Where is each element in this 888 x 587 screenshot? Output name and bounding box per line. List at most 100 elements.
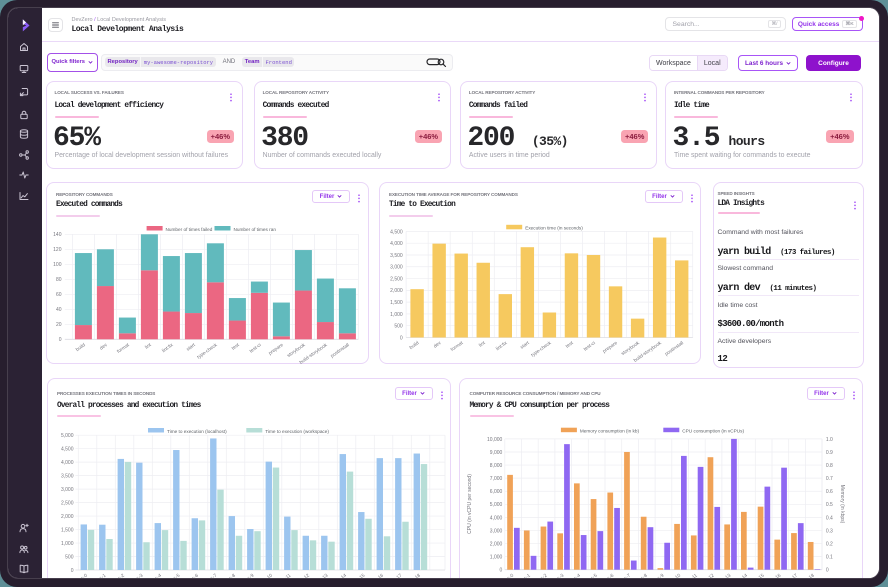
svg-text:60: 60 (55, 292, 61, 298)
svg-text:build: build (408, 340, 420, 351)
svg-text:4,000: 4,000 (390, 241, 403, 247)
svg-text:500: 500 (65, 554, 74, 560)
svg-text:dev: dev (432, 339, 442, 349)
svg-text:lint:fix: lint:fix (494, 339, 508, 351)
svg-text:proc-3: proc-3 (129, 572, 144, 578)
svg-text:proc-2: proc-2 (111, 572, 126, 578)
svg-text:storybook: storybook (620, 339, 641, 356)
svg-text:proc-0: proc-0 (74, 572, 89, 578)
svg-text:proc-17: proc-17 (782, 572, 799, 578)
svg-text:build: build (74, 342, 86, 353)
svg-text:postinstall: postinstall (663, 340, 684, 357)
svg-text:3,000: 3,000 (390, 264, 403, 270)
svg-text:80: 80 (55, 277, 61, 283)
svg-text:proc-14: proc-14 (732, 572, 749, 578)
svg-text:dev: dev (98, 341, 108, 351)
svg-text:lint: lint (477, 339, 486, 348)
svg-text:test: test (564, 339, 574, 349)
svg-text:proc-18: proc-18 (799, 572, 816, 578)
svg-text:proc-5: proc-5 (584, 572, 599, 578)
svg-text:proc-11: proc-11 (682, 572, 699, 578)
svg-text:0.3: 0.3 (826, 528, 833, 534)
svg-text:proc-11: proc-11 (275, 572, 292, 578)
svg-text:1.0: 1.0 (826, 436, 833, 442)
svg-text:proc-9: proc-9 (240, 572, 255, 578)
svg-text:2,500: 2,500 (390, 276, 403, 282)
svg-text:0.1: 0.1 (826, 554, 833, 560)
svg-text:proc-3: proc-3 (550, 572, 565, 578)
svg-text:4,000: 4,000 (490, 515, 503, 521)
svg-text:proc-4: proc-4 (148, 572, 163, 578)
svg-text:CPU consumption (in vCPUs): CPU consumption (in vCPUs) (682, 428, 744, 433)
svg-text:Time to execution (localhost): Time to execution (localhost) (167, 428, 227, 433)
svg-text:500: 500 (394, 323, 403, 329)
svg-text:start: start (185, 341, 197, 352)
svg-text:proc-18: proc-18 (404, 572, 421, 578)
svg-text:proc-14: proc-14 (330, 572, 347, 578)
svg-text:Execution time (in seconds): Execution time (in seconds) (525, 225, 583, 230)
svg-text:7,000: 7,000 (490, 476, 503, 482)
svg-text:Number of times failed: Number of times failed (165, 227, 212, 232)
svg-text:9,000: 9,000 (490, 449, 503, 455)
svg-text:120: 120 (53, 247, 62, 253)
svg-text:0.9: 0.9 (826, 449, 833, 455)
svg-text:proc-12: proc-12 (699, 572, 716, 578)
svg-text:proc-1: proc-1 (92, 572, 107, 578)
svg-text:4,000: 4,000 (60, 460, 73, 466)
svg-text:2,000: 2,000 (490, 541, 503, 547)
svg-text:CPU (in vCPU per second): CPU (in vCPU per second) (467, 473, 473, 533)
svg-text:Memory consumption (in kb): Memory consumption (in kb) (580, 428, 640, 433)
svg-text:8,000: 8,000 (490, 463, 503, 469)
svg-text:proc-1: proc-1 (517, 572, 532, 578)
svg-text:4,500: 4,500 (60, 446, 73, 452)
svg-text:format: format (449, 339, 464, 352)
svg-text:proc-6: proc-6 (601, 572, 616, 578)
svg-text:3,000: 3,000 (60, 487, 73, 493)
svg-text:prepare: prepare (601, 340, 618, 355)
svg-text:Time to execution (workspace): Time to execution (workspace) (265, 428, 329, 433)
svg-text:start: start (519, 339, 531, 350)
svg-text:40: 40 (55, 307, 61, 313)
svg-text:Memory (in kbps): Memory (in kbps) (839, 484, 845, 523)
svg-text:0.6: 0.6 (826, 489, 833, 495)
svg-text:0.2: 0.2 (826, 541, 833, 547)
svg-text:postinstall: postinstall (329, 342, 350, 359)
svg-text:format: format (115, 341, 130, 354)
svg-text:0.5: 0.5 (826, 502, 833, 508)
svg-text:10,000: 10,000 (487, 436, 503, 442)
svg-text:proc-16: proc-16 (367, 572, 384, 578)
svg-text:5,000: 5,000 (490, 502, 503, 508)
svg-text:proc-2: proc-2 (534, 572, 549, 578)
svg-text:3,500: 3,500 (60, 473, 73, 479)
svg-text:0.4: 0.4 (826, 515, 833, 521)
svg-text:type-check: type-check (530, 339, 553, 358)
svg-text:proc-0: proc-0 (500, 572, 515, 578)
svg-text:proc-16: proc-16 (765, 572, 782, 578)
svg-text:proc-15: proc-15 (749, 572, 766, 578)
svg-text:1,500: 1,500 (60, 527, 73, 533)
svg-text:5,000: 5,000 (60, 433, 73, 439)
svg-text:proc-7: proc-7 (617, 572, 632, 578)
svg-text:proc-8: proc-8 (222, 572, 237, 578)
svg-text:0.8: 0.8 (826, 463, 833, 469)
svg-text:0.7: 0.7 (826, 476, 833, 482)
svg-text:1,500: 1,500 (390, 300, 403, 306)
svg-text:test-ci: test-ci (248, 342, 262, 354)
svg-text:0: 0 (399, 335, 402, 341)
svg-text:proc-13: proc-13 (312, 572, 329, 578)
svg-text:proc-10: proc-10 (256, 572, 273, 578)
svg-text:lint: lint (144, 341, 153, 350)
svg-text:proc-8: proc-8 (634, 572, 649, 578)
svg-text:0: 0 (826, 567, 829, 573)
svg-text:2,000: 2,000 (390, 288, 403, 294)
svg-text:3,500: 3,500 (390, 252, 403, 258)
svg-text:1,000: 1,000 (490, 554, 503, 560)
svg-text:100: 100 (53, 262, 62, 268)
svg-text:prepare: prepare (267, 342, 284, 357)
svg-text:proc-6: proc-6 (185, 572, 200, 578)
svg-text:proc-7: proc-7 (203, 572, 218, 578)
svg-text:0: 0 (70, 567, 73, 573)
svg-text:lint:fix: lint:fix (161, 341, 175, 353)
svg-text:type-check: type-check (196, 341, 219, 360)
svg-text:test: test (230, 341, 240, 351)
